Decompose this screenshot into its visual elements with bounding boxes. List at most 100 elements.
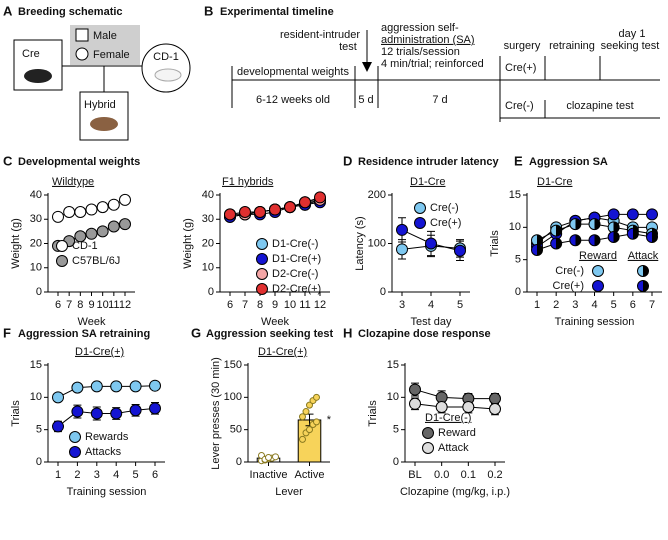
y-tick-label: 0 <box>36 286 42 298</box>
marker <box>425 237 437 250</box>
male-symbol <box>75 28 89 42</box>
marker <box>129 404 142 417</box>
marker <box>90 380 103 393</box>
y-tick-label: 0 <box>380 286 386 298</box>
marker <box>489 392 501 405</box>
legend-label: Cre(+) <box>553 280 584 292</box>
x-tick-label: 6 <box>227 299 233 311</box>
x-tick-label: 12 <box>119 299 131 311</box>
marker <box>269 203 281 216</box>
marker <box>607 208 620 221</box>
marker <box>588 218 601 231</box>
marker <box>74 205 87 218</box>
y-tick-label: 40 <box>202 189 214 201</box>
legend-marker <box>56 255 68 267</box>
panel-title: Breeding schematic <box>18 6 123 18</box>
x-tick-label: 1 <box>55 469 61 481</box>
chart-subtitle: Wildtype <box>52 176 94 188</box>
duration-label: 5 d <box>358 94 373 106</box>
x-tick-label: BL <box>408 469 421 481</box>
marker <box>396 223 408 236</box>
mouse-icon <box>154 68 182 82</box>
legend-label: Attack <box>438 442 469 454</box>
legend-label: Attacks <box>85 446 122 458</box>
y-tick-label: 10 <box>30 262 42 274</box>
y-tick-label: 15 <box>30 359 42 371</box>
node-label: CD-1 <box>153 51 179 63</box>
y-tick-label: 20 <box>202 237 214 249</box>
chart-subtitle: D1-Cre <box>537 176 572 188</box>
legend-marker <box>637 265 649 277</box>
x-tick-label: 2 <box>553 299 559 311</box>
phase-label: seeking test <box>601 40 660 52</box>
legend-marker <box>592 280 604 292</box>
node-label: Hybrid <box>84 99 116 111</box>
y-tick-label: 150 <box>224 359 242 371</box>
x-tick-label: 8 <box>77 299 83 311</box>
x-tick-label: 6 <box>152 469 158 481</box>
y-tick-label: 0 <box>36 456 42 468</box>
marker <box>550 224 563 237</box>
panel-a: A Breeding schematic Cre Male Female CD-… <box>3 3 191 141</box>
y-tick-label: 0 <box>236 456 242 468</box>
y-tick-label: 15 <box>387 359 399 371</box>
marker <box>85 227 98 240</box>
y-axis-label: Latency (s) <box>354 216 366 270</box>
data-point <box>306 426 313 434</box>
phase-label: developmental weights <box>237 66 349 78</box>
panel-b: B Experimental timeline resident-intrude… <box>204 3 660 122</box>
legend-marker <box>69 431 81 443</box>
data-point <box>306 401 313 409</box>
marker <box>588 234 601 247</box>
x-tick-label: 7 <box>649 299 655 311</box>
legend-marker <box>69 446 81 458</box>
y-tick-label: 5 <box>36 424 42 436</box>
legend-label: Cre(-) <box>430 202 459 214</box>
data-point <box>265 453 272 461</box>
marker <box>239 205 251 218</box>
phase-label: 4 min/trial; reinforced <box>381 58 484 70</box>
x-tick-label: 10 <box>97 299 109 311</box>
marker <box>110 407 123 420</box>
legend-marker <box>256 283 268 295</box>
event-label: test <box>339 41 357 53</box>
y-tick-label: 100 <box>224 391 242 403</box>
panel-label: G <box>191 325 201 340</box>
marker <box>626 208 639 221</box>
x-tick-label: 3 <box>399 299 405 311</box>
panel-label: H <box>343 325 352 340</box>
panel-label: B <box>204 3 213 18</box>
y-axis-label: Trials <box>489 230 501 257</box>
legend-label: C57BL/6J <box>72 255 120 267</box>
y-axis-label: Lever presses (30 min) <box>210 357 222 470</box>
x-axis-label: Clozapine (mg/kg, i.p.) <box>400 486 510 498</box>
y-tick-label: 30 <box>202 213 214 225</box>
data-point <box>313 393 320 401</box>
x-tick-label: 0.1 <box>461 469 476 481</box>
y-axis-label: Weight (g) <box>10 218 22 269</box>
x-tick-label: 5 <box>133 469 139 481</box>
panel-label: D <box>343 153 352 168</box>
marker <box>71 381 84 394</box>
marker <box>626 227 639 240</box>
x-tick-label: 7 <box>242 299 248 311</box>
marker <box>149 379 161 392</box>
marker <box>63 205 76 218</box>
x-tick-label: 5 <box>611 299 617 311</box>
data-point <box>299 435 306 443</box>
mouse-icon <box>24 69 52 83</box>
marker <box>435 401 448 414</box>
y-tick-label: 10 <box>509 221 521 233</box>
y-tick-label: 0 <box>208 286 214 298</box>
legend-header: Reward <box>579 250 617 262</box>
x-tick-label: 6 <box>55 299 61 311</box>
x-axis-label: Training session <box>67 486 147 498</box>
marker <box>489 402 501 415</box>
legend-marker <box>637 280 649 292</box>
marker <box>107 220 120 233</box>
data-point <box>272 453 279 461</box>
y-axis-label: Trials <box>367 400 379 427</box>
x-tick-label: 0.2 <box>487 469 502 481</box>
data-point <box>313 418 320 426</box>
